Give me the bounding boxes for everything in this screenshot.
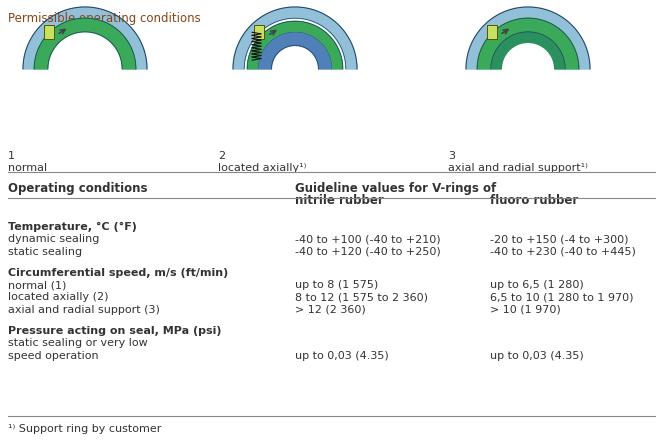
Text: static sealing or very low: static sealing or very low: [8, 338, 148, 348]
Text: located axially (2): located axially (2): [8, 293, 108, 302]
Text: ¹⁾ Support ring by customer: ¹⁾ Support ring by customer: [8, 424, 161, 434]
Text: 6,5 to 10 (1 280 to 1 970): 6,5 to 10 (1 280 to 1 970): [490, 293, 633, 302]
Text: axial and radial support¹⁾: axial and radial support¹⁾: [448, 163, 588, 173]
Text: 8 to 12 (1 575 to 2 360): 8 to 12 (1 575 to 2 360): [295, 293, 428, 302]
Text: located axially¹⁾: located axially¹⁾: [218, 163, 307, 173]
Polygon shape: [491, 32, 564, 69]
Polygon shape: [233, 7, 357, 69]
Text: Temperature, °C (°F): Temperature, °C (°F): [8, 222, 137, 232]
Text: -20 to +150 (-4 to +300): -20 to +150 (-4 to +300): [490, 234, 629, 245]
Text: -40 to +120 (-40 to +250): -40 to +120 (-40 to +250): [295, 247, 441, 257]
Text: > 12 (2 360): > 12 (2 360): [295, 305, 366, 315]
Text: normal (1): normal (1): [8, 280, 66, 290]
Text: up to 0,03 (4.35): up to 0,03 (4.35): [295, 350, 389, 361]
Text: > 10 (1 970): > 10 (1 970): [490, 305, 561, 315]
Polygon shape: [258, 32, 332, 69]
Text: Permissible operating conditions: Permissible operating conditions: [8, 12, 201, 25]
Polygon shape: [254, 25, 264, 39]
Text: dynamic sealing: dynamic sealing: [8, 234, 99, 245]
Text: axial and radial support (3): axial and radial support (3): [8, 305, 160, 315]
Text: up to 0,03 (4.35): up to 0,03 (4.35): [490, 350, 584, 361]
Text: Operating conditions: Operating conditions: [8, 182, 147, 195]
Text: fluoro rubber: fluoro rubber: [490, 194, 578, 207]
Text: Guideline values for V-rings of: Guideline values for V-rings of: [295, 182, 496, 195]
Text: up to 6,5 (1 280): up to 6,5 (1 280): [490, 280, 584, 290]
Text: Pressure acting on seal, MPa (psi): Pressure acting on seal, MPa (psi): [8, 325, 221, 336]
Text: static sealing: static sealing: [8, 247, 82, 257]
Polygon shape: [486, 25, 497, 39]
Text: -40 to +230 (-40 to +445): -40 to +230 (-40 to +445): [490, 247, 636, 257]
Text: 3: 3: [448, 151, 455, 161]
Polygon shape: [23, 7, 147, 69]
Text: 2: 2: [218, 151, 225, 161]
Text: speed operation: speed operation: [8, 350, 98, 361]
Polygon shape: [477, 18, 579, 69]
Text: up to 8 (1 575): up to 8 (1 575): [295, 280, 378, 290]
Polygon shape: [466, 7, 590, 69]
Text: 1: 1: [8, 151, 15, 161]
Polygon shape: [247, 21, 343, 69]
Text: normal: normal: [8, 163, 47, 173]
Text: Circumferential speed, m/s (ft/min): Circumferential speed, m/s (ft/min): [8, 267, 228, 278]
Text: -40 to +100 (-40 to +210): -40 to +100 (-40 to +210): [295, 234, 441, 245]
Polygon shape: [44, 25, 54, 39]
Polygon shape: [34, 18, 136, 69]
Text: nitrile rubber: nitrile rubber: [295, 194, 384, 207]
